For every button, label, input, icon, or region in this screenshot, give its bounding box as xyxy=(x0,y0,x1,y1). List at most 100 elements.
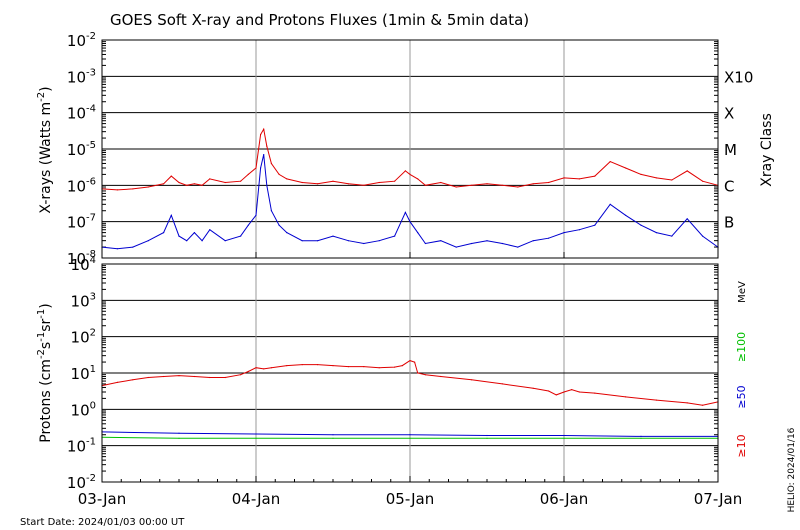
xray-class-labels: B CMX X10 xyxy=(724,68,753,231)
proton-point-ge10 xyxy=(147,376,149,379)
xray-point-short xyxy=(455,246,457,248)
xray-point-long xyxy=(671,179,673,181)
xray-point-short xyxy=(116,248,118,250)
xray-panel: 10-8 10-7 10-6 10-5 10-4 10-3 10-2 B CMX X10 Xra… xyxy=(36,31,775,268)
xray-point-long xyxy=(170,175,172,177)
xray-point-short xyxy=(255,214,257,216)
xray-point-long xyxy=(655,177,658,179)
xray-point-long xyxy=(209,178,211,180)
proton-point-ge10 xyxy=(414,361,416,363)
xray-point-long xyxy=(517,186,519,188)
proton-point-ge10 xyxy=(401,365,403,367)
proton-point-ge100 xyxy=(178,437,180,439)
xray-point-short xyxy=(409,221,411,223)
xray-point-long xyxy=(471,184,473,186)
xray-point-long xyxy=(625,167,627,169)
xray-y-ticks: 10-8 10-7 10-6 10-5 10-4 10-3 10-2 xyxy=(67,31,96,268)
xray-point-long xyxy=(532,183,534,185)
xray-point-short xyxy=(186,240,188,242)
proton-ge10-label: ≥10 xyxy=(735,434,748,457)
proton-point-ge10 xyxy=(501,383,503,385)
x-tick-label: 07-Jan xyxy=(694,490,742,508)
xray-point-long xyxy=(486,183,488,185)
proton-y-tick-label: 102 xyxy=(71,328,96,347)
proton-point-ge50 xyxy=(255,433,257,435)
proton-point-ge10 xyxy=(332,365,334,367)
proton-point-ge10 xyxy=(240,374,242,376)
xray-class-axis-title: Xray Class xyxy=(759,113,775,187)
xray-point-long xyxy=(332,180,334,182)
xray-point-short xyxy=(301,240,303,242)
proton-y-tick-label: 103 xyxy=(71,291,96,310)
xray-point-long xyxy=(609,161,611,163)
xray-point-short xyxy=(440,240,442,242)
xray-point-long xyxy=(594,175,596,177)
proton-unit-label: MeV xyxy=(737,281,748,303)
proton-point-ge10 xyxy=(471,379,473,381)
x-tick-label: 05-Jan xyxy=(386,490,434,508)
proton-point-ge100 xyxy=(640,437,642,439)
xray-point-short xyxy=(563,232,565,234)
proton-ge50-label: ≥50 xyxy=(735,385,748,408)
xray-point-short xyxy=(163,232,165,234)
proton-point-ge10 xyxy=(178,375,180,377)
xray-point-short xyxy=(270,210,272,212)
xray-point-long xyxy=(686,170,688,172)
xray-point-long xyxy=(409,173,411,175)
xray-point-long xyxy=(455,186,457,188)
chart-title: GOES Soft X-ray and Protons Fluxes (1min… xyxy=(110,11,529,29)
xray-point-long xyxy=(266,145,268,147)
xray-point-short xyxy=(363,242,365,245)
xray-point-short xyxy=(263,154,265,156)
xray-point-long xyxy=(247,173,249,175)
xray-point-short xyxy=(209,229,211,231)
xray-point-short xyxy=(266,184,268,186)
xray-point-short xyxy=(548,237,550,239)
x-tick-label: 04-Jan xyxy=(232,490,280,508)
proton-point-ge10 xyxy=(163,375,165,378)
xray-point-short xyxy=(317,240,319,242)
xray-point-short xyxy=(193,232,195,234)
xray-point-long xyxy=(394,180,396,182)
xray-point-long xyxy=(424,184,426,186)
xray-point-long xyxy=(132,188,134,190)
xray-point-long xyxy=(263,128,265,130)
xray-point-short xyxy=(501,242,503,245)
proton-point-ge10 xyxy=(378,367,380,369)
xray-point-short xyxy=(640,224,642,226)
xray-point-short xyxy=(578,229,581,231)
xray-point-short xyxy=(224,240,226,242)
xray-point-long xyxy=(278,173,280,175)
proton-point-ge10 xyxy=(301,364,303,366)
xray-point-short xyxy=(247,224,249,226)
start-date-label: Start Date: 2024/01/03 00:00 UT xyxy=(20,517,185,528)
xray-point-short xyxy=(278,224,280,226)
xray-point-long xyxy=(404,170,406,172)
proton-point-ge10 xyxy=(655,399,658,401)
proton-point-ge10 xyxy=(116,381,118,383)
proton-point-ge10 xyxy=(571,389,573,391)
proton-point-ge50 xyxy=(640,435,642,437)
proton-point-ge10 xyxy=(193,375,195,378)
proton-y-tick-label: 10-2 xyxy=(67,473,96,492)
proton-y-tick-label: 101 xyxy=(71,364,96,383)
proton-point-ge100 xyxy=(255,437,257,439)
xray-point-long xyxy=(163,183,165,185)
xray-y-tick-label: 10-8 xyxy=(67,249,96,268)
xray-point-short xyxy=(594,224,596,226)
xray-y-tick-label: 10-4 xyxy=(67,104,96,123)
xray-point-long xyxy=(116,189,118,191)
xray-point-long xyxy=(270,162,272,165)
proton-point-ge10 xyxy=(363,366,365,368)
xray-class-label: C xyxy=(724,177,734,195)
proton-point-ge50 xyxy=(178,432,180,434)
xray-point-short xyxy=(424,242,426,245)
xray-point-short xyxy=(471,242,473,245)
xray-point-short xyxy=(686,218,688,220)
proton-point-ge10 xyxy=(409,360,411,362)
xray-point-long xyxy=(578,178,581,180)
proton-point-ge10 xyxy=(132,379,134,381)
xray-point-long xyxy=(224,181,226,184)
xray-point-long xyxy=(417,178,419,180)
